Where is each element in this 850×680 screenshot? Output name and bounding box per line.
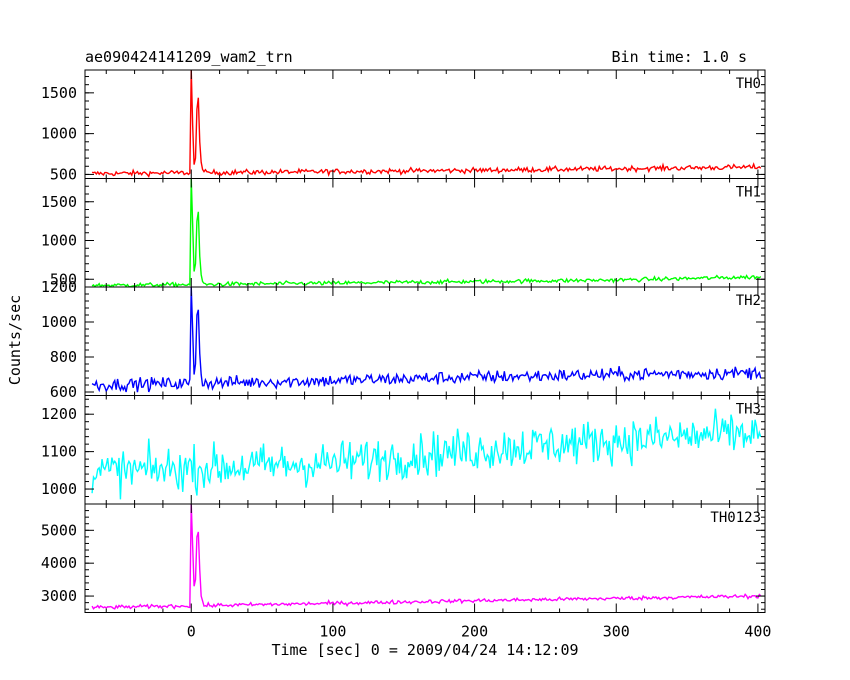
y-tick-label: 1000: [41, 232, 77, 250]
x-tick-label: 100: [319, 623, 346, 641]
panel-label-th1: TH1: [736, 185, 761, 201]
y-tick-label: 1000: [41, 125, 77, 143]
y-tick-label: 1100: [41, 443, 77, 461]
series-line-th2: [91, 287, 762, 393]
series-line-th3: [91, 408, 762, 500]
panel-label-th0: TH0: [736, 76, 761, 92]
y-tick-label: 1000: [41, 480, 77, 498]
y-tick-label: 500: [50, 270, 77, 288]
y-tick-label: 1500: [41, 84, 77, 102]
panel-th0: 500 1000 1500 TH0: [41, 69, 766, 183]
y-tick-label: 1000: [41, 313, 77, 331]
panel-frame: [84, 69, 766, 179]
panel-th0123: 3000 4000 5000 TH0123 0 100 200 300 400: [41, 503, 771, 641]
y-tick-label: 4000: [41, 554, 77, 572]
y-tick-label: 5000: [41, 521, 77, 539]
x-tick-label: 200: [461, 623, 488, 641]
panel-frame: [84, 395, 766, 505]
panel-label-th2: TH2: [736, 293, 761, 309]
panel-label-th3: TH3: [736, 402, 761, 418]
panel-th1: 500 1000 1500 TH1: [41, 178, 766, 288]
panel-frame: [84, 178, 766, 288]
x-tick-label: 300: [603, 623, 630, 641]
y-axis-label: Counts/sec: [6, 295, 24, 385]
y-tick-label: 800: [50, 348, 77, 366]
bin-time-label: Bin time: 1.0 s: [612, 48, 747, 66]
y-tick-label: 1200: [41, 405, 77, 423]
panel-th2: 600 800 1000 1200 TH2: [41, 278, 766, 401]
panel-th3: 1000 1100 1200 TH3: [41, 395, 766, 505]
y-tick-label: 1200: [41, 278, 77, 296]
chart-title: ae090424141209_wam2_trn: [85, 48, 293, 66]
panel-frame: [84, 503, 766, 613]
y-tick-label: 500: [50, 165, 77, 183]
series-line-th0: [91, 70, 762, 179]
y-tick-label: 1500: [41, 193, 77, 211]
x-tick-label: 400: [744, 623, 771, 641]
y-tick-label: 600: [50, 383, 77, 401]
y-tick-label: 3000: [41, 587, 77, 605]
x-tick-label: 0: [187, 623, 196, 641]
panel-label-th0123: TH0123: [710, 510, 761, 526]
series-line-th0123: [91, 504, 762, 610]
series-line-th1: [91, 178, 762, 287]
x-axis-label: Time [sec] 0 = 2009/04/24 14:12:09: [271, 641, 578, 659]
